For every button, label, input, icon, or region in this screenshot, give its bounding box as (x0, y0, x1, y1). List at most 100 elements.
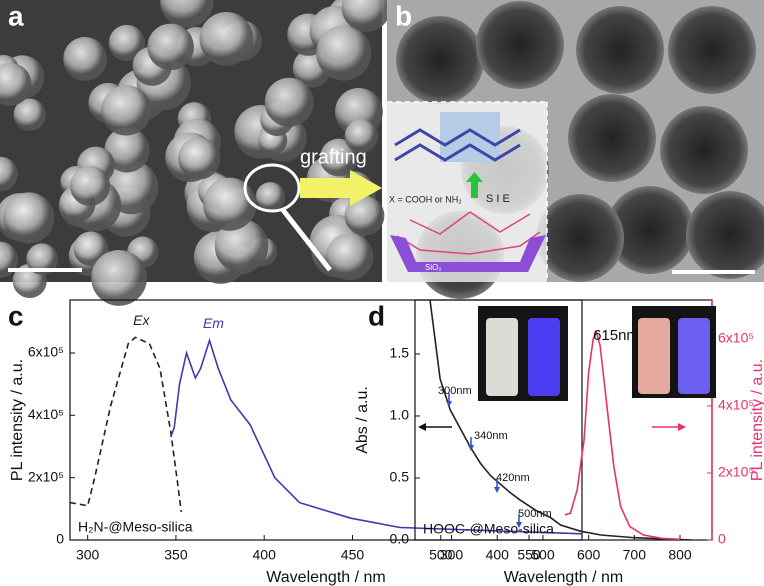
y2-tick-label: 6x10⁵ (718, 330, 754, 346)
x-tick-label: 600 (577, 547, 601, 563)
x-tick-label: 500 (531, 547, 555, 563)
magnifier-handle (281, 208, 332, 272)
particle (199, 11, 254, 66)
particle (606, 186, 694, 274)
silica-support (390, 235, 546, 272)
particle (160, 0, 214, 28)
y-axis-label: PL intensity / a.u. (9, 359, 26, 481)
particle (26, 243, 58, 275)
y2-tick-label: 2x10⁵ (718, 464, 754, 480)
particle (341, 0, 391, 32)
series-label: Ex (133, 312, 150, 328)
axis-arrow-head (418, 423, 426, 431)
substrate-label: SiO₂ (425, 263, 441, 272)
particle (476, 1, 564, 89)
series-line (564, 329, 681, 540)
plot-frame (69, 299, 583, 541)
particle (63, 37, 108, 81)
particle (668, 6, 756, 94)
annotation: 300nm (438, 385, 472, 397)
x-tick-label: 450 (341, 547, 365, 563)
y-tick-label: 0.0 (390, 531, 410, 547)
y2-tick-label: 4x10⁵ (718, 397, 754, 413)
vial-glowing (528, 318, 560, 396)
arrow (300, 170, 382, 206)
particle (576, 6, 664, 94)
sie-arrow-head (466, 172, 483, 182)
y-tick-label: 1.0 (390, 407, 410, 423)
particle (686, 191, 764, 279)
molecule-box (440, 112, 500, 162)
x-tick-label: 350 (164, 547, 188, 563)
particle (91, 249, 147, 306)
x-tick-label: 300 (76, 547, 100, 563)
arrow-label: grafting (300, 146, 367, 168)
panel-label: b (395, 0, 412, 31)
magnifier (243, 163, 301, 213)
y-tick-label: 6x10⁵ (28, 344, 64, 360)
particle (73, 231, 109, 267)
sie-arrow (471, 180, 478, 198)
y-tick-label: 0.5 (390, 469, 410, 485)
y-tick-label: 4x10⁵ (28, 406, 64, 422)
effect-label: S I E (486, 193, 510, 205)
series-label: Em (203, 315, 224, 331)
series-line (169, 337, 582, 535)
x-axis-label: Wavelength / nm (504, 569, 623, 586)
y-tick-label: 0 (56, 531, 64, 547)
annotation: 615nm (593, 327, 639, 344)
pointer-head (468, 445, 474, 451)
panel-label: a (8, 0, 24, 31)
annotation: HOOC-@Meso-silica (423, 521, 554, 537)
x-tick-label: 800 (668, 547, 692, 563)
annotation: 340nm (474, 430, 508, 442)
x-tick-label: 550 (517, 547, 541, 563)
annotation: 420nm (496, 472, 530, 484)
x-tick-label: 400 (253, 547, 277, 563)
particle (13, 98, 46, 131)
particle (344, 119, 378, 153)
particle (316, 25, 372, 81)
chains (396, 231, 541, 255)
panel-label: d (368, 300, 385, 331)
x-tick-label: 300 (440, 547, 464, 563)
y2-tick-label: 0 (718, 531, 726, 547)
y-axis-label: Abs / a.u. (354, 386, 371, 454)
particle (0, 62, 32, 106)
x-tick-label: 700 (623, 547, 647, 563)
particle (108, 24, 146, 62)
annotation: H₂N-@Meso-silica (78, 519, 193, 535)
particle (255, 182, 286, 212)
vial (638, 318, 670, 394)
vial (486, 318, 518, 396)
particle (70, 165, 111, 207)
chains (409, 211, 531, 235)
sem-particles (0, 0, 391, 306)
series-line (70, 336, 182, 512)
particle (660, 106, 748, 194)
vial-glowing (678, 318, 710, 394)
y2-axis-label: PL intensity / a.u. (749, 359, 764, 481)
particle (0, 156, 18, 192)
annotation: 500nm (518, 508, 552, 520)
pointer-head (494, 487, 500, 493)
series-line (429, 300, 692, 540)
particle (568, 94, 656, 182)
particle (3, 192, 55, 244)
axis-arrow-head (678, 423, 686, 431)
pointer-head (446, 401, 452, 407)
y-tick-label: 1.5 (390, 345, 410, 361)
particle (203, 177, 257, 231)
pointer-head (516, 522, 522, 528)
particle (326, 233, 374, 281)
panel-label: c (8, 300, 24, 331)
y-tick-label: 2x10⁵ (28, 468, 64, 484)
molecule (394, 128, 521, 147)
molecule (394, 143, 521, 162)
x-tick-label: 400 (486, 547, 510, 563)
particle (344, 195, 385, 236)
x-axis-label: Wavelength / nm (266, 569, 385, 586)
particle (104, 127, 150, 173)
particle (319, 138, 358, 177)
